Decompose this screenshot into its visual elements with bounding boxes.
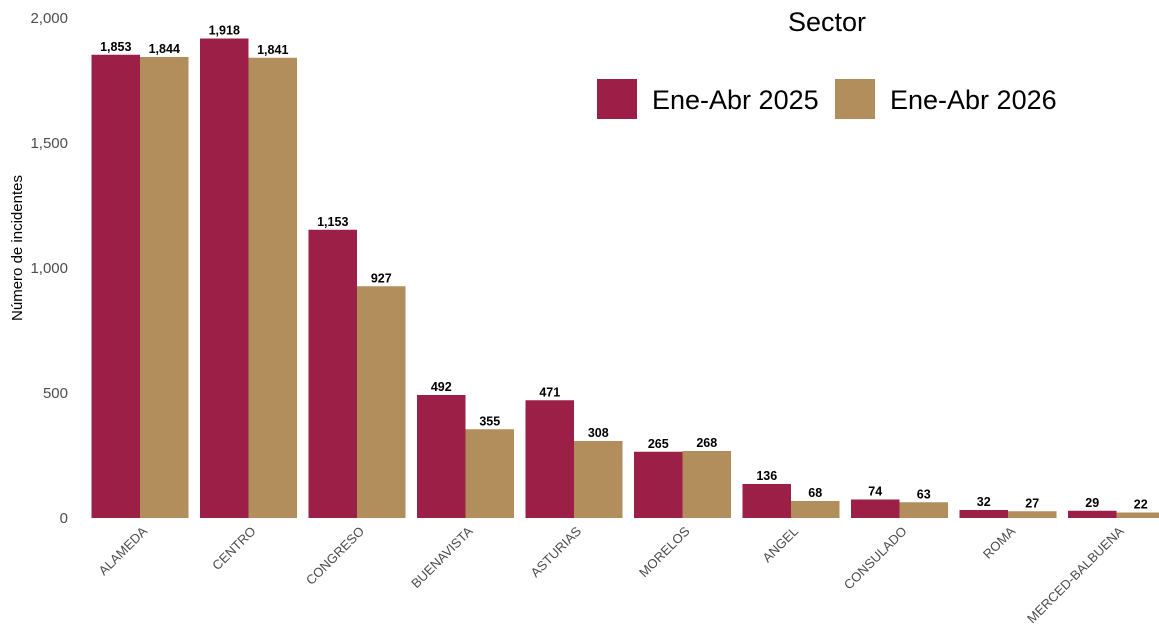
y-axis: 0 500 1,000 1,500 2,000 xyxy=(30,10,68,527)
y-tick-label: 0 xyxy=(60,510,68,527)
y-tick-label: 2,000 xyxy=(30,10,68,27)
bar xyxy=(851,500,900,519)
legend-swatch xyxy=(597,79,637,119)
data-label: 68 xyxy=(808,486,822,500)
y-tick-label: 1,500 xyxy=(30,135,68,152)
bar xyxy=(357,286,406,518)
bar xyxy=(466,429,515,518)
x-tick-label: BUENAVISTA xyxy=(408,523,476,591)
data-label: 27 xyxy=(1025,496,1039,510)
bar xyxy=(526,400,575,518)
data-label: 308 xyxy=(588,426,609,440)
bar xyxy=(574,441,623,518)
bar xyxy=(960,510,1009,518)
bar xyxy=(249,58,298,518)
x-tick-label: CENTRO xyxy=(209,524,258,573)
x-axis: ALAMEDA CENTRO CONGRESO BUENAVISTA ASTURIAS M… xyxy=(96,523,1127,626)
data-label: 1,853 xyxy=(100,40,131,54)
y-axis-title: Número de incidentes xyxy=(9,175,26,321)
bar xyxy=(1008,511,1057,518)
data-label: 492 xyxy=(431,380,452,394)
data-label: 268 xyxy=(696,436,717,450)
data-label: 136 xyxy=(756,469,777,483)
data-label: 1,844 xyxy=(149,42,180,56)
data-label: 471 xyxy=(539,385,560,399)
bar xyxy=(417,395,466,518)
legend: Sector Ene-Abr 2025 Ene-Abr 2026 xyxy=(597,7,1057,119)
data-label: 265 xyxy=(648,437,669,451)
data-label: 74 xyxy=(868,485,882,499)
data-label: 32 xyxy=(977,495,991,509)
x-tick-label: ASTURIAS xyxy=(528,523,585,580)
bar xyxy=(683,451,732,518)
data-label: 355 xyxy=(479,414,500,428)
data-label: 1,841 xyxy=(257,43,288,57)
x-tick-label: CONGRESO xyxy=(303,524,367,588)
bar xyxy=(900,502,949,518)
x-tick-label: ALAMEDA xyxy=(96,523,151,578)
bar xyxy=(200,39,249,519)
legend-label: Ene-Abr 2026 xyxy=(890,85,1057,115)
bar xyxy=(1117,513,1159,519)
x-tick-label: CONSULADO xyxy=(841,524,910,593)
legend-label: Ene-Abr 2025 xyxy=(652,85,819,115)
x-tick-label: MORELOS xyxy=(636,523,693,580)
legend-swatch xyxy=(835,79,875,119)
data-label: 1,918 xyxy=(209,24,240,38)
data-label: 1,153 xyxy=(317,215,348,229)
data-label: 63 xyxy=(917,487,931,501)
bar xyxy=(92,55,141,518)
bar xyxy=(791,501,840,518)
bar xyxy=(309,230,358,518)
y-tick-label: 1,000 xyxy=(30,260,68,277)
x-tick-label: ANGEL xyxy=(759,524,801,566)
x-tick-label: MERCED-BALBUENA xyxy=(1024,523,1127,626)
data-label: 29 xyxy=(1085,496,1099,510)
bar xyxy=(743,484,792,518)
bar xyxy=(140,57,189,518)
data-label: 927 xyxy=(371,271,392,285)
x-tick-label: ROMA xyxy=(980,523,1018,561)
bar xyxy=(634,452,683,518)
data-label: 22 xyxy=(1134,498,1148,512)
y-tick-label: 500 xyxy=(43,385,68,402)
bar xyxy=(1068,511,1117,518)
legend-title: Sector xyxy=(788,7,866,37)
